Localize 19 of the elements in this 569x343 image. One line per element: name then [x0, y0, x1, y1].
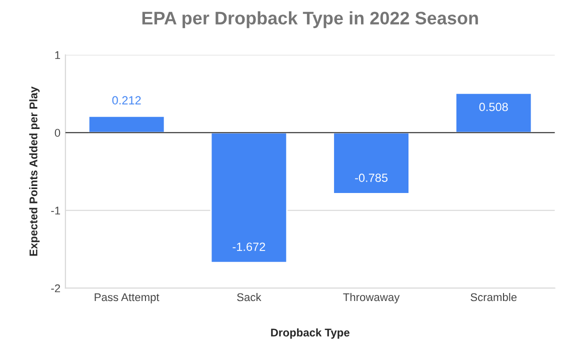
data-label: 0.212 [112, 96, 141, 104]
chart-title: EPA per Dropback Type in 2022 Season [142, 11, 478, 28]
bar [88, 115, 166, 134]
y-tick-label: -1 [51, 206, 60, 214]
y-tick-label: 1 [55, 51, 60, 59]
data-label: -0.785 [355, 174, 388, 182]
bar [454, 92, 532, 134]
y-axis-title: Expected Points Added per Play [29, 86, 40, 256]
x-axis-title: Dropback Type [271, 328, 350, 339]
bar [332, 132, 410, 194]
x-tick-label: Sack [237, 292, 262, 302]
y-tick-label: 0 [54, 128, 60, 137]
x-tick-label: Pass Attempt [94, 293, 160, 304]
x-tick-label: Throwaway [343, 292, 400, 304]
y-tick-label: -2 [51, 284, 60, 292]
x-tick-label: Scramble [470, 292, 517, 302]
data-label: 0.508 [479, 102, 508, 112]
bar [210, 132, 288, 264]
data-label: -1.672 [232, 242, 266, 251]
